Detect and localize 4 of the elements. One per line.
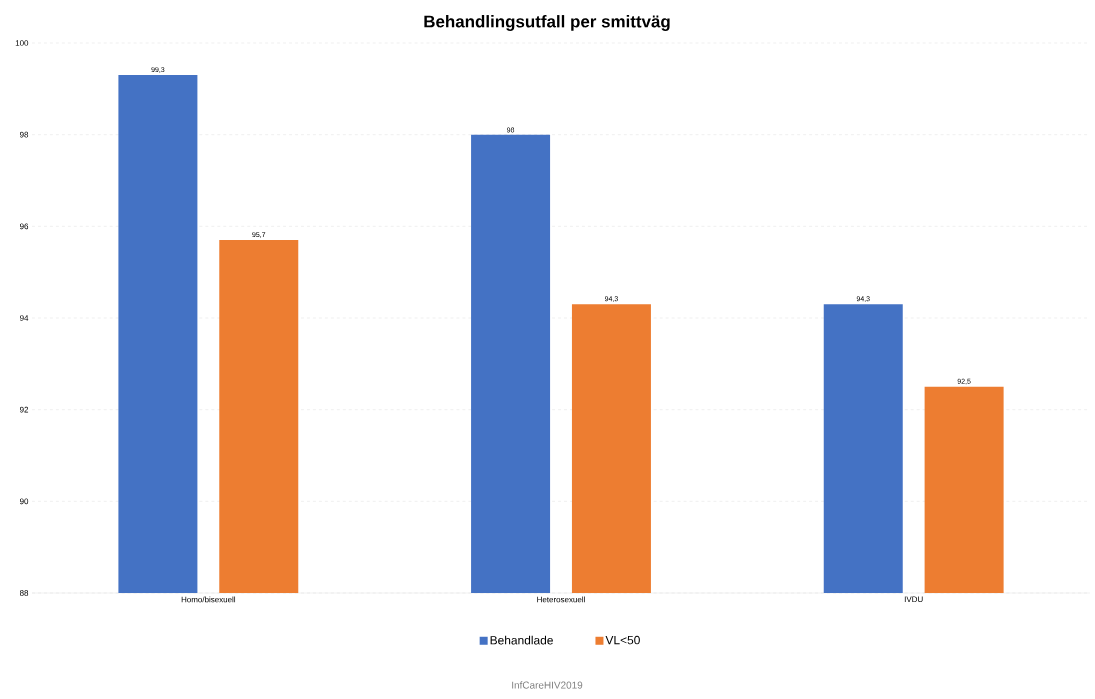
legend-label: Behandlade xyxy=(490,635,553,645)
chart-title: Behandlingsutfall per smittväg xyxy=(424,15,670,31)
text: InfCareHIV2019 xyxy=(512,681,583,689)
legend-label: VL<50 xyxy=(605,635,640,645)
